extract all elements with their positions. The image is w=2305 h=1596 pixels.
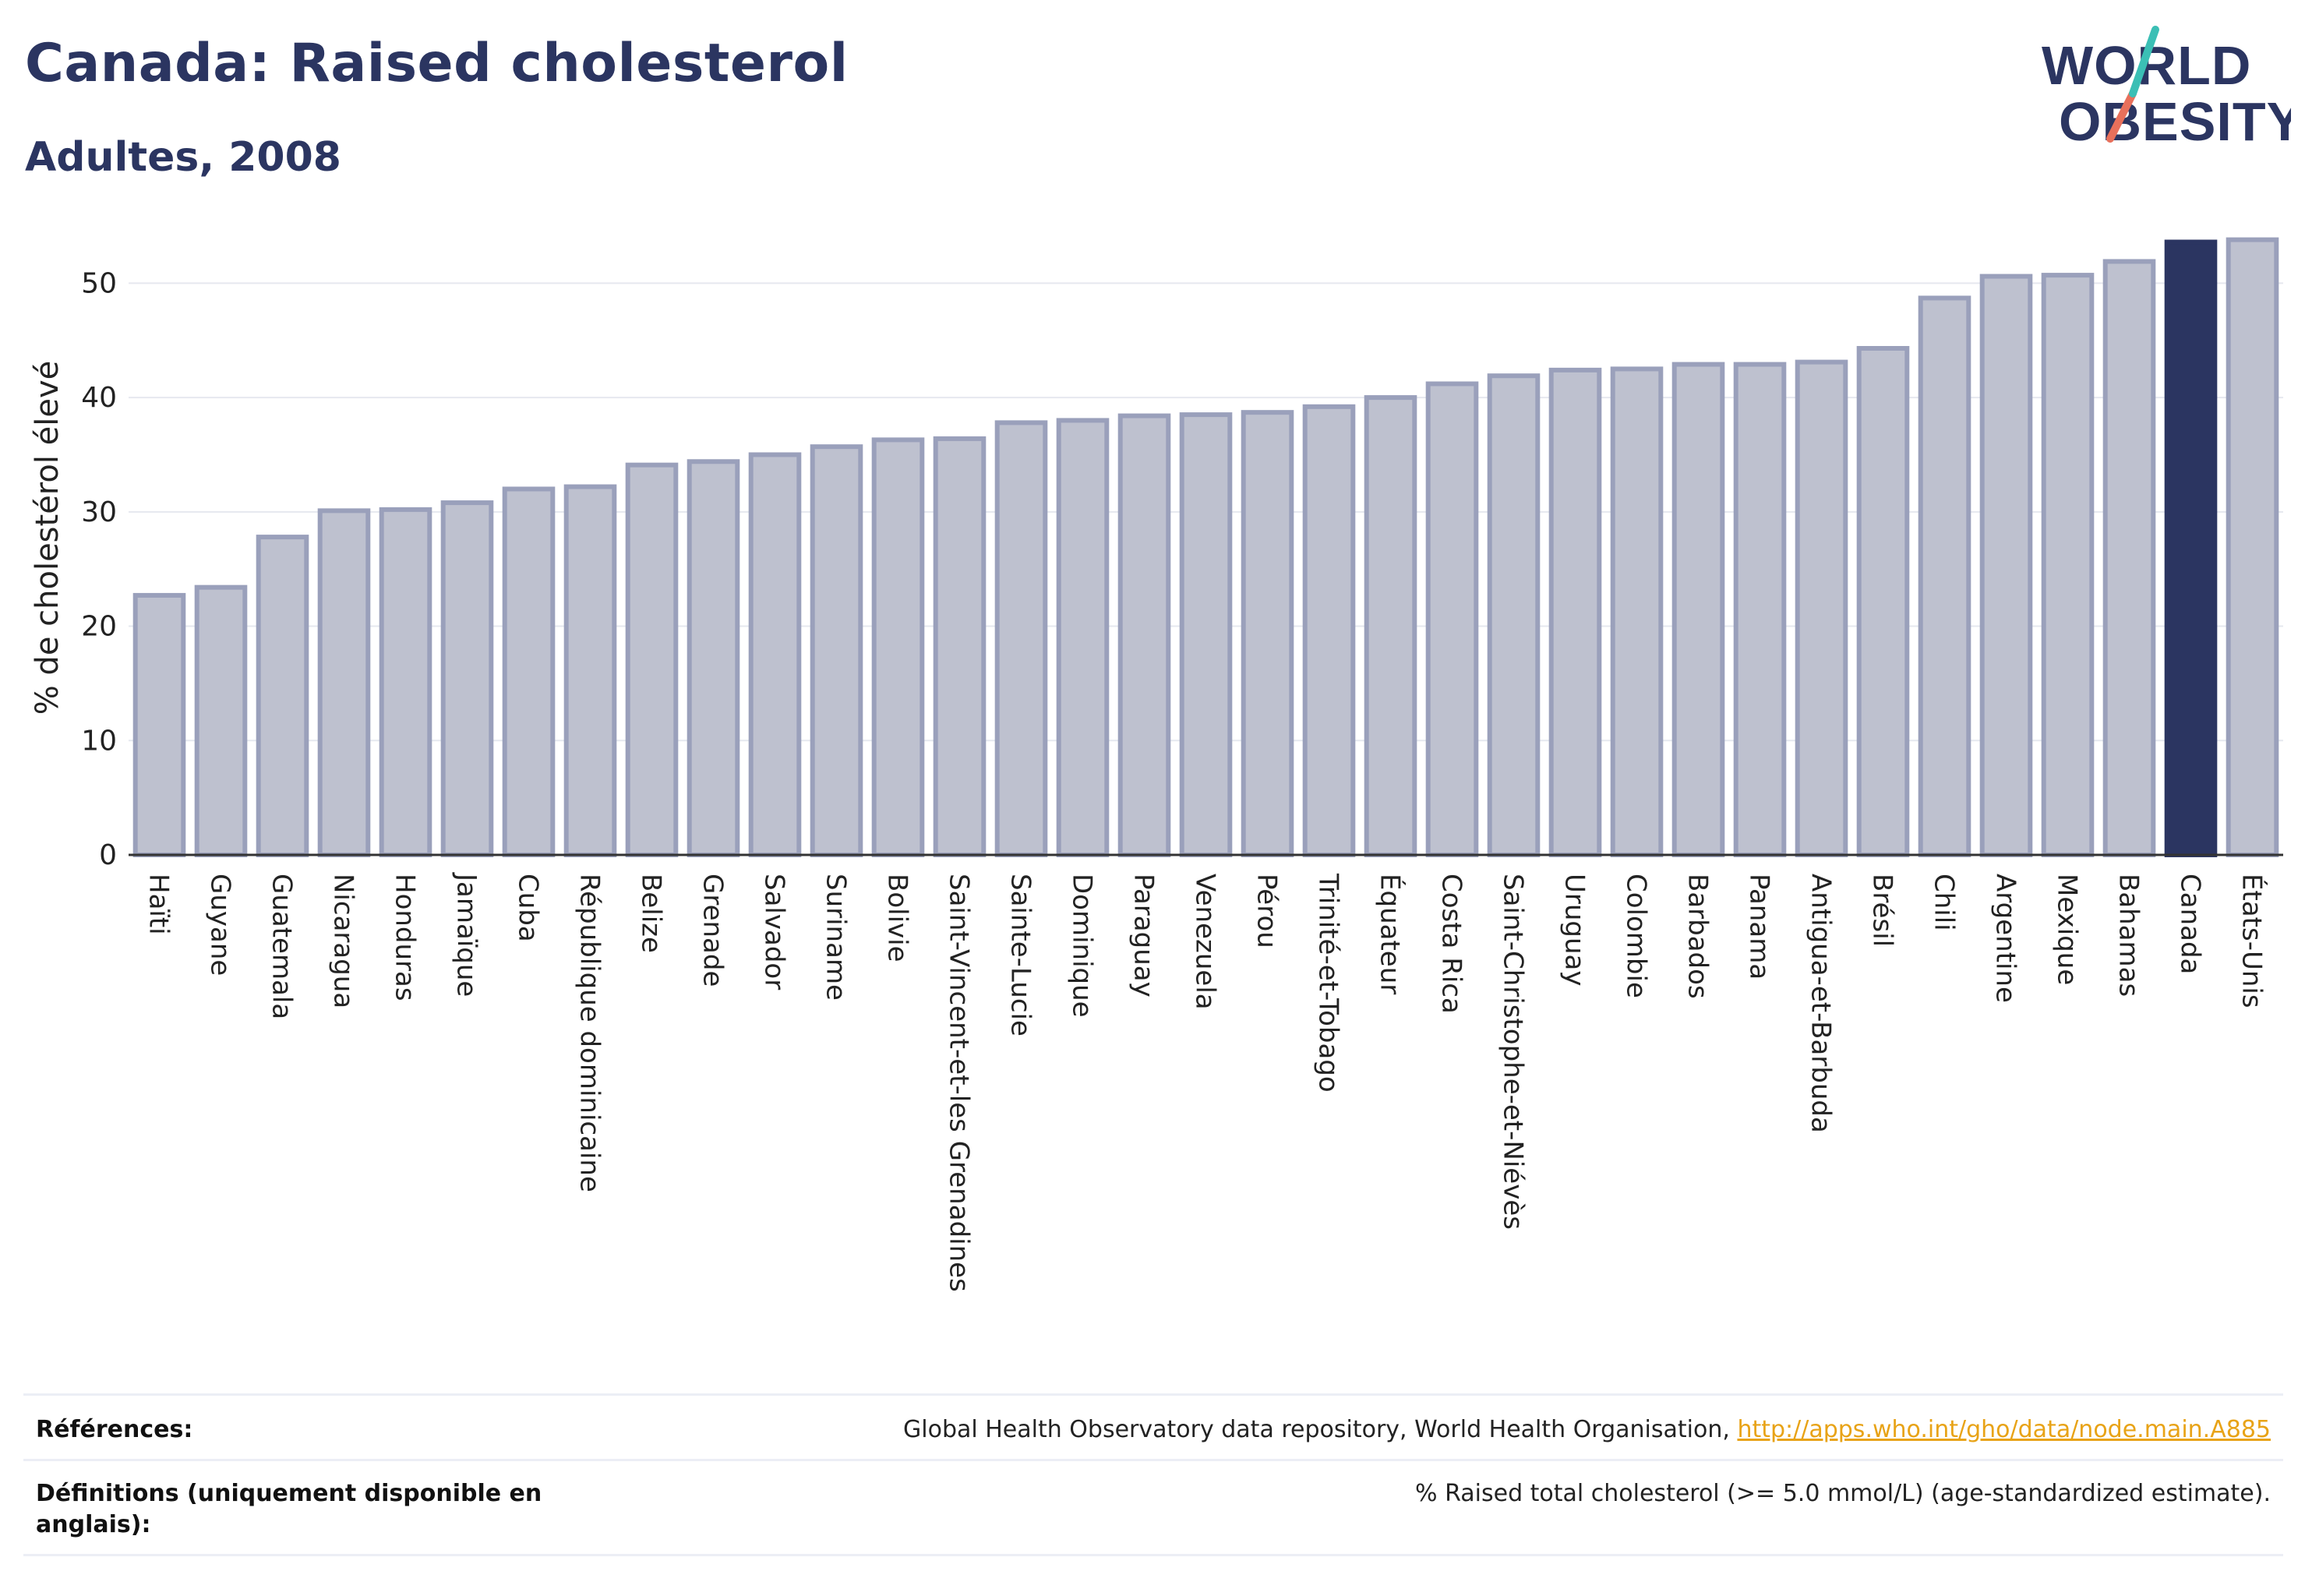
x-tick-label: République dominicaine bbox=[574, 874, 605, 1192]
y-tick-label: 10 bbox=[81, 725, 117, 757]
x-tick-label: Belize bbox=[636, 874, 667, 953]
world-obesity-logo: WORLD OBESITY bbox=[2042, 26, 2291, 152]
x-tick-label: Bahamas bbox=[2113, 874, 2144, 997]
x-tick-label: Venezuela bbox=[1190, 874, 1221, 1010]
bar bbox=[1918, 295, 1971, 857]
bars-layer bbox=[132, 237, 2279, 858]
x-tick-label: Cuba bbox=[513, 874, 544, 942]
logo-line2: OBESITY bbox=[2059, 91, 2291, 152]
x-tick-label: Honduras bbox=[390, 874, 421, 1001]
x-tick-label: Costa Rica bbox=[1436, 874, 1467, 1014]
bar bbox=[194, 584, 248, 858]
bar bbox=[132, 592, 186, 857]
x-tick-label: Nicaragua bbox=[328, 874, 359, 1008]
bar bbox=[2102, 259, 2156, 857]
bar bbox=[1733, 362, 1787, 858]
bar bbox=[1241, 410, 1294, 857]
bar bbox=[810, 444, 863, 857]
bar bbox=[1364, 395, 1417, 858]
x-tick-label: Saint-Christophe-et-Niévès bbox=[1498, 874, 1529, 1230]
page-subtitle: Adultes, 2008 bbox=[25, 134, 341, 181]
y-axis-label: % de cholestérol élevé bbox=[30, 361, 65, 715]
x-tick-label: Salvador bbox=[759, 874, 790, 990]
x-tick-label: Chili bbox=[1929, 874, 1960, 931]
bar-highlight bbox=[2164, 239, 2218, 857]
references-row: Références: Global Health Observatory da… bbox=[23, 1393, 2283, 1460]
x-tick-label: Antigua-et-Barbuda bbox=[1806, 874, 1837, 1133]
x-tick-label: Paraguay bbox=[1128, 874, 1160, 998]
bar bbox=[933, 436, 987, 857]
y-tick-label: 40 bbox=[81, 382, 117, 414]
y-tick-label: 0 bbox=[99, 839, 117, 871]
x-tick-label: Grenade bbox=[697, 874, 729, 987]
bar bbox=[317, 508, 371, 857]
bar bbox=[1487, 373, 1541, 858]
x-tick-label: Panama bbox=[1744, 874, 1775, 980]
x-tick-label: Uruguay bbox=[1559, 874, 1590, 987]
bar bbox=[1425, 381, 1479, 857]
x-tick-label: Pérou bbox=[1251, 874, 1283, 948]
bar bbox=[1548, 367, 1602, 858]
x-tick-label: Bolivie bbox=[882, 874, 913, 962]
x-tick-label: Barbados bbox=[1682, 874, 1714, 999]
x-tick-label: Jamaïque bbox=[451, 872, 482, 997]
bar bbox=[2041, 273, 2095, 857]
x-tick-label: Saint-Vincent-et-les Grenadines bbox=[944, 874, 975, 1292]
bar bbox=[440, 500, 494, 858]
x-tick-label: Guyane bbox=[205, 874, 236, 976]
x-tick-label: Suriname bbox=[821, 874, 852, 1001]
x-tick-label: Équateur bbox=[1375, 874, 1407, 994]
x-tick-label: Haïti bbox=[143, 874, 175, 935]
bar bbox=[1795, 359, 1848, 857]
x-tick-label: États-Unis bbox=[2236, 874, 2268, 1008]
definitions-label: Définitions (uniquement disponible en an… bbox=[36, 1480, 542, 1538]
bar bbox=[1179, 412, 1233, 857]
references-label: Références: bbox=[36, 1416, 193, 1443]
y-tick-label: 50 bbox=[81, 267, 117, 299]
x-tick-label: Mexique bbox=[2052, 874, 2083, 985]
bar bbox=[687, 459, 740, 857]
x-tick-label: Sainte-Lucie bbox=[1005, 874, 1036, 1036]
bar bbox=[1671, 362, 1725, 858]
bar bbox=[1856, 345, 1910, 857]
definitions-value: % Raised total cholesterol (>= 5.0 mmol/… bbox=[1415, 1480, 2271, 1507]
bar bbox=[1056, 418, 1110, 857]
logo-slash-teal bbox=[2129, 26, 2159, 97]
bar bbox=[1610, 366, 1664, 857]
bar bbox=[871, 437, 925, 857]
x-tick-label: Guatemala bbox=[267, 874, 298, 1019]
x-tick-label: Brésil bbox=[1867, 874, 1898, 947]
bar bbox=[379, 507, 432, 857]
bar-chart: 0 10 20 30 40 50 Haïti Guyane Guatemala Nicaragua… bbox=[30, 237, 2283, 1292]
bar bbox=[502, 486, 556, 857]
x-tick-label: Trinité-et-Tobago bbox=[1313, 873, 1344, 1093]
axis-layer: 0 10 20 30 40 50 Haïti Guyane Guatemala Nicaragua… bbox=[81, 267, 2283, 1292]
bar bbox=[2226, 237, 2279, 857]
bar bbox=[625, 462, 679, 857]
definitions-row: Définitions (uniquement disponible en an… bbox=[23, 1459, 2283, 1555]
bar bbox=[256, 535, 309, 858]
x-tick-label: Argentine bbox=[1990, 874, 2021, 1003]
bar bbox=[563, 484, 617, 858]
references-value: Global Health Observatory data repositor… bbox=[903, 1414, 2271, 1446]
bar bbox=[1117, 413, 1171, 857]
references-text: Global Health Observatory data repositor… bbox=[903, 1416, 1738, 1443]
x-tick-label: Colombie bbox=[1621, 874, 1652, 998]
bar bbox=[994, 420, 1048, 857]
y-tick-label: 30 bbox=[81, 496, 117, 528]
bar bbox=[1302, 404, 1356, 857]
bar bbox=[1979, 274, 2033, 857]
references-link[interactable]: http://apps.who.int/gho/data/node.main.A… bbox=[1737, 1416, 2271, 1443]
page-title: Canada: Raised cholesterol bbox=[25, 33, 849, 94]
x-tick-label: Canada bbox=[2175, 874, 2206, 974]
footer-bottom-rule bbox=[23, 1554, 2283, 1556]
logo-slash-coral bbox=[2106, 90, 2137, 143]
y-tick-label: 20 bbox=[81, 611, 117, 643]
x-tick-label: Dominique bbox=[1067, 874, 1098, 1018]
bar bbox=[748, 452, 802, 857]
